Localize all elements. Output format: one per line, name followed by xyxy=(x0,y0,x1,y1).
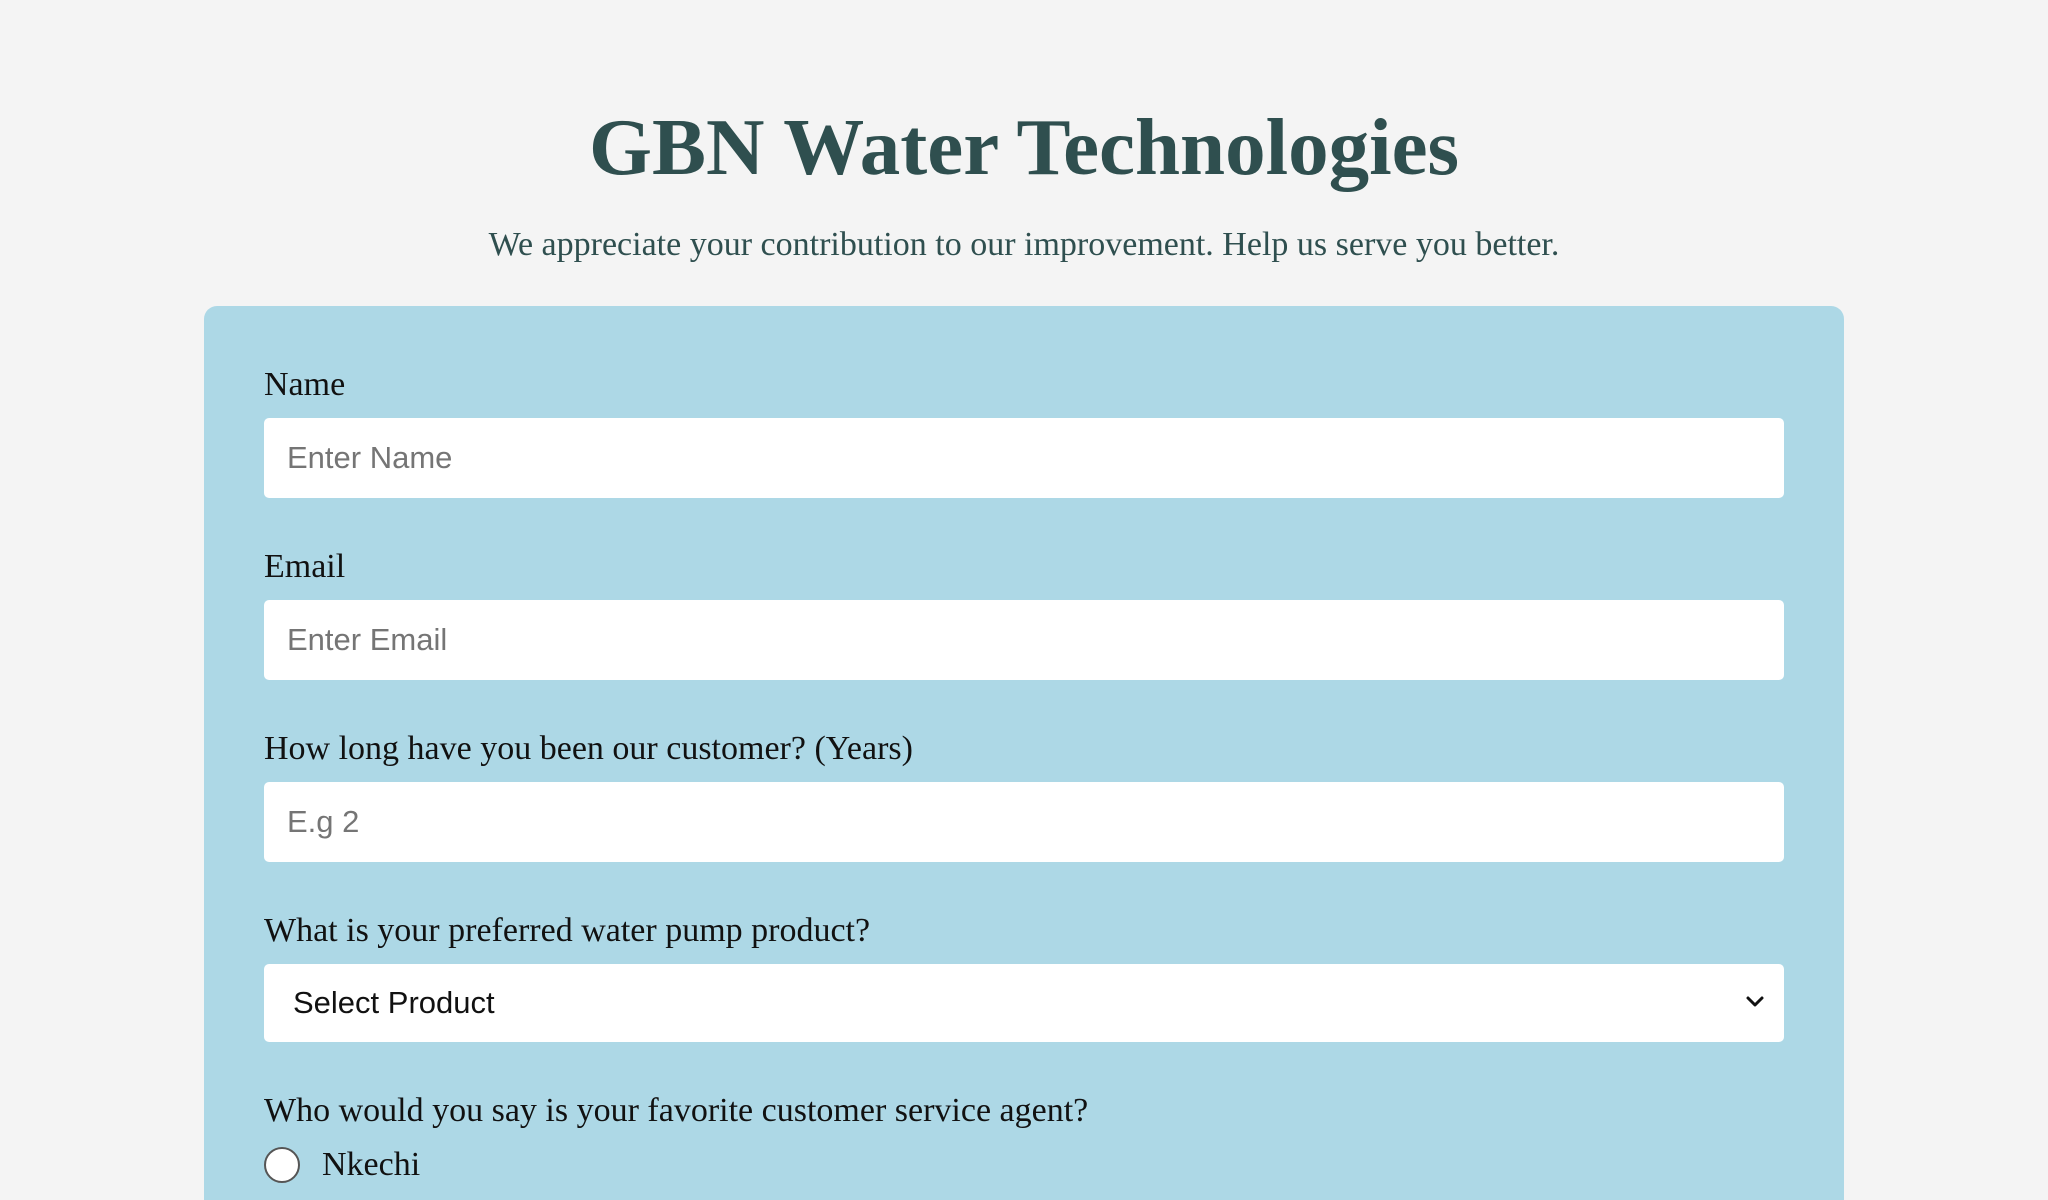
product-select[interactable]: Select Product xyxy=(264,964,1784,1042)
radio-button[interactable] xyxy=(264,1147,300,1183)
page-title: GBN Water Technologies xyxy=(588,102,1460,192)
page-subtitle: We appreciate your contribution to our i… xyxy=(488,226,1560,263)
name-input[interactable] xyxy=(264,418,1784,498)
agent-option-label: Nkechi xyxy=(322,1146,421,1183)
name-label: Name xyxy=(264,366,346,403)
email-label: Email xyxy=(264,548,346,585)
email-input[interactable] xyxy=(264,600,1784,680)
product-label: What is your preferred water pump produc… xyxy=(264,912,871,949)
agent-option-nkechi[interactable]: Nkechi xyxy=(264,1143,420,1187)
product-select-value: Select Product xyxy=(293,985,495,1020)
feedback-form: Name Email How long have you been our cu… xyxy=(204,306,1844,1200)
chevron-down-icon xyxy=(1746,996,1764,1007)
years-input[interactable] xyxy=(264,782,1784,862)
agent-label: Who would you say is your favorite custo… xyxy=(264,1092,1089,1129)
years-label: How long have you been our customer? (Ye… xyxy=(264,730,913,767)
